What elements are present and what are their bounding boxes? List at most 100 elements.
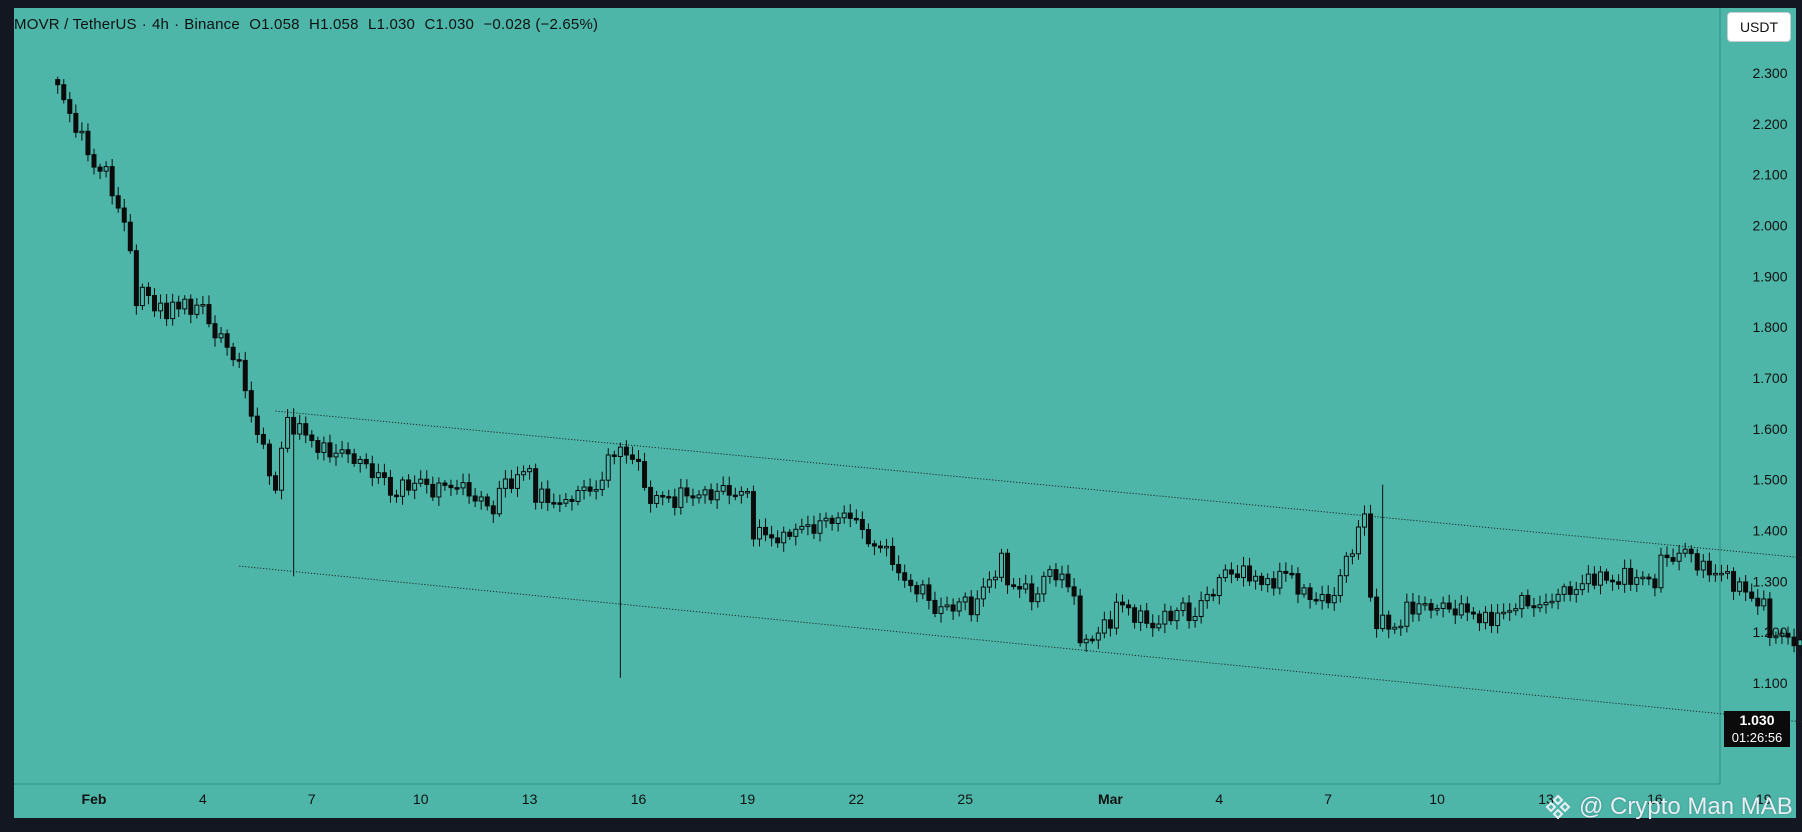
candle[interactable] xyxy=(605,448,611,488)
candle[interactable] xyxy=(702,485,708,504)
candle[interactable] xyxy=(1101,611,1107,639)
candle[interactable] xyxy=(1501,603,1507,620)
candle[interactable] xyxy=(1779,629,1785,644)
candle[interactable] xyxy=(1585,565,1591,593)
candle[interactable] xyxy=(1077,588,1083,647)
candle[interactable] xyxy=(315,436,321,460)
candle[interactable] xyxy=(1120,594,1125,613)
candle[interactable] xyxy=(823,512,829,528)
candle[interactable] xyxy=(1107,610,1113,637)
candle[interactable] xyxy=(1440,596,1446,618)
candle[interactable] xyxy=(1652,573,1658,597)
candle[interactable] xyxy=(587,478,593,497)
candle[interactable] xyxy=(720,476,726,495)
candle[interactable] xyxy=(1156,615,1162,632)
candle[interactable] xyxy=(303,416,309,444)
candle[interactable] xyxy=(950,598,956,620)
candle[interactable] xyxy=(678,478,684,515)
candle[interactable] xyxy=(285,409,291,453)
candle[interactable] xyxy=(109,159,115,205)
candle[interactable] xyxy=(1579,574,1585,596)
candle[interactable] xyxy=(478,490,484,510)
candle[interactable] xyxy=(1670,548,1676,565)
candle[interactable] xyxy=(91,148,97,175)
candle[interactable] xyxy=(569,495,575,511)
candle[interactable] xyxy=(1023,574,1029,594)
candle[interactable] xyxy=(654,490,660,508)
candle[interactable] xyxy=(811,515,817,539)
candle[interactable] xyxy=(466,473,472,504)
candle[interactable] xyxy=(1259,572,1265,591)
candle[interactable] xyxy=(557,494,563,513)
candle[interactable] xyxy=(859,511,865,539)
candle[interactable] xyxy=(642,452,648,491)
candle[interactable] xyxy=(1531,597,1537,617)
candle[interactable] xyxy=(1126,599,1132,616)
candle[interactable] xyxy=(369,455,375,487)
candle[interactable] xyxy=(1610,574,1616,591)
candle[interactable] xyxy=(1513,603,1519,616)
candle[interactable] xyxy=(938,597,944,623)
candle[interactable] xyxy=(1325,585,1331,609)
candle[interactable] xyxy=(999,548,1004,582)
candle[interactable] xyxy=(55,76,61,94)
candle[interactable] xyxy=(1700,554,1706,579)
candle[interactable] xyxy=(1549,593,1555,609)
candle[interactable] xyxy=(1543,593,1549,614)
candle[interactable] xyxy=(139,283,145,311)
candle[interactable] xyxy=(1216,574,1222,605)
candle[interactable] xyxy=(1337,569,1343,603)
candle[interactable] xyxy=(1162,603,1168,634)
candle[interactable] xyxy=(454,479,460,495)
candle[interactable] xyxy=(1622,559,1628,593)
candle[interactable] xyxy=(1186,595,1192,629)
candle[interactable] xyxy=(1047,565,1053,584)
candle[interactable] xyxy=(1089,635,1095,644)
candle[interactable] xyxy=(1355,520,1361,560)
candle[interactable] xyxy=(61,79,67,104)
candle[interactable] xyxy=(436,477,442,506)
candle[interactable] xyxy=(152,288,157,317)
candle[interactable] xyxy=(351,448,357,467)
candle[interactable] xyxy=(787,529,793,540)
candle[interactable] xyxy=(1071,578,1077,605)
channel-upper-trendline[interactable] xyxy=(275,410,1802,586)
candle[interactable] xyxy=(878,540,883,553)
candle[interactable] xyxy=(1434,604,1440,616)
candle[interactable] xyxy=(714,483,720,509)
candle[interactable] xyxy=(629,446,635,465)
candle[interactable] xyxy=(738,486,744,504)
candle[interactable] xyxy=(406,474,412,496)
candle[interactable] xyxy=(599,471,605,497)
candle[interactable] xyxy=(944,596,950,611)
candle[interactable] xyxy=(1192,607,1198,628)
symbol-legend[interactable]: MOVR / TetherUS · 4h · Binance O1.058 H1.058… xyxy=(14,16,603,33)
candle[interactable] xyxy=(1289,565,1295,579)
candle[interactable] xyxy=(1483,606,1488,630)
candle[interactable] xyxy=(1180,597,1186,617)
candle[interactable] xyxy=(1573,581,1579,603)
candle[interactable] xyxy=(932,591,938,618)
candle[interactable] xyxy=(708,483,714,504)
candle[interactable] xyxy=(182,295,188,315)
candle[interactable] xyxy=(1132,604,1138,629)
candle[interactable] xyxy=(617,442,623,678)
candle[interactable] xyxy=(1331,587,1337,611)
candle[interactable] xyxy=(321,436,327,461)
candle[interactable] xyxy=(1507,603,1513,621)
candle[interactable] xyxy=(79,122,85,141)
candle[interactable] xyxy=(769,525,775,547)
candle[interactable] xyxy=(611,450,617,465)
candle[interactable] xyxy=(1168,605,1174,625)
candle[interactable] xyxy=(763,518,769,542)
candle[interactable] xyxy=(1743,575,1749,602)
candle[interactable] xyxy=(1150,614,1156,637)
candle[interactable] xyxy=(1416,595,1422,622)
candle[interactable] xyxy=(799,518,805,534)
candle[interactable] xyxy=(1404,593,1410,633)
candle[interactable] xyxy=(908,573,914,593)
candle[interactable] xyxy=(1005,548,1011,594)
candle[interactable] xyxy=(484,493,490,511)
candle[interactable] xyxy=(884,538,890,557)
candle[interactable] xyxy=(103,161,109,178)
